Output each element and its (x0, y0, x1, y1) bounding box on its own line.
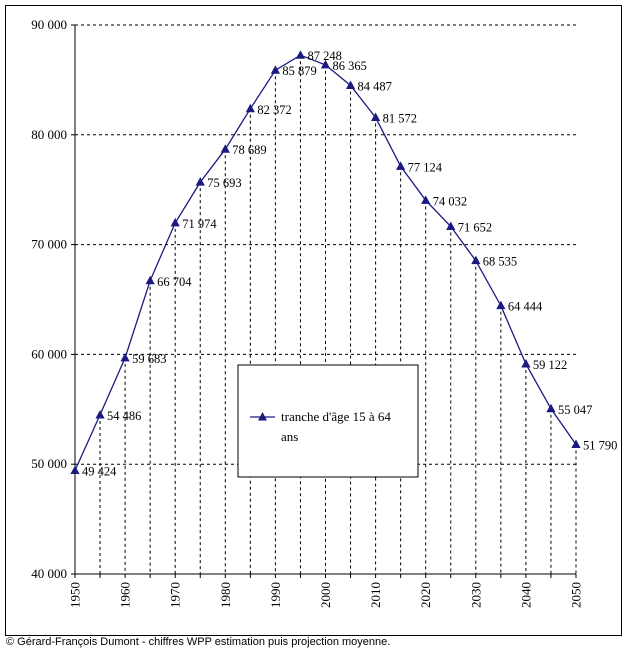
data-point (396, 161, 406, 170)
data-label: 86 365 (333, 59, 367, 73)
data-label: 64 444 (508, 300, 543, 314)
data-label: 81 572 (383, 112, 417, 126)
x-tick-label: 2030 (468, 582, 483, 608)
data-point (245, 103, 255, 113)
data-label: 59 683 (132, 352, 166, 366)
y-tick-label: 60 000 (31, 346, 67, 361)
series-markers (70, 50, 581, 475)
data-point (345, 80, 356, 90)
x-tick-label: 2020 (418, 582, 433, 608)
y-axis-ticks: 40 000 50 000 60 000 70 000 80 000 90 000 (31, 17, 75, 581)
credit-text: © Gérard-François Dumont - chiffres WPP … (6, 636, 391, 648)
x-tick-label: 2000 (318, 582, 333, 608)
x-tick-label: 2010 (368, 582, 383, 608)
data-point (220, 144, 230, 153)
x-tick-label: 1980 (218, 582, 233, 608)
data-label: 68 535 (483, 255, 517, 269)
data-label: 59 122 (533, 358, 567, 372)
data-point (471, 255, 481, 265)
data-label: 71 652 (458, 220, 492, 234)
data-labels: 49 424 54 486 59 683 66 704 71 974 75 693 78 6… (82, 49, 617, 478)
data-label: 78 689 (232, 143, 266, 157)
data-point (371, 112, 381, 122)
legend-box (237, 364, 419, 478)
data-point (496, 300, 506, 310)
data-point (170, 217, 180, 227)
data-point (120, 352, 130, 362)
chart-frame (5, 5, 622, 636)
data-label: 71 974 (182, 217, 217, 231)
x-tick-label: 1960 (118, 582, 133, 608)
data-label: 77 124 (408, 160, 443, 174)
data-point (70, 465, 80, 475)
data-point (571, 439, 581, 449)
vertical-gridlines (99, 55, 577, 574)
data-label: 55 047 (558, 403, 592, 417)
data-point (95, 409, 105, 419)
x-axis-ticks: 1950 1960 1970 1980 1990 2000 2010 2020 2030 2040… (68, 574, 584, 608)
y-tick-label: 80 000 (31, 127, 67, 142)
data-label: 66 704 (157, 275, 192, 289)
data-point (521, 359, 531, 368)
data-point (320, 59, 331, 69)
x-tick-label: 1990 (268, 582, 283, 608)
data-label: 85 879 (282, 64, 316, 78)
data-label: 82 372 (257, 103, 291, 117)
data-point (195, 177, 205, 186)
legend: tranche d'âge 15 à 64 ans (237, 364, 419, 478)
x-tick-label: 1950 (68, 582, 83, 608)
x-tick-label: 1970 (168, 582, 183, 608)
data-point (421, 195, 431, 204)
y-tick-label: 70 000 (31, 237, 67, 252)
data-point (446, 221, 456, 230)
data-point (145, 275, 155, 285)
data-point (546, 403, 556, 413)
data-label: 75 693 (207, 176, 241, 190)
data-label: 84 487 (358, 80, 392, 94)
y-tick-label: 90 000 (31, 17, 67, 32)
legend-label-line1: tranche d'âge 15 à 64 (281, 409, 391, 424)
x-tick-label: 2050 (569, 582, 584, 608)
legend-triangle-icon (258, 412, 267, 421)
data-label: 87 248 (307, 49, 341, 63)
x-tick-label: 2040 (518, 582, 533, 608)
data-point (295, 50, 306, 59)
data-label: 74 032 (433, 194, 467, 208)
y-tick-label: 40 000 (31, 566, 67, 581)
legend-label-line2: ans (281, 429, 298, 444)
data-label: 54 486 (107, 409, 141, 423)
data-label: 49 424 (82, 465, 117, 479)
y-tick-label: 50 000 (31, 456, 67, 471)
data-label: 51 790 (583, 439, 617, 453)
data-point (270, 65, 280, 74)
